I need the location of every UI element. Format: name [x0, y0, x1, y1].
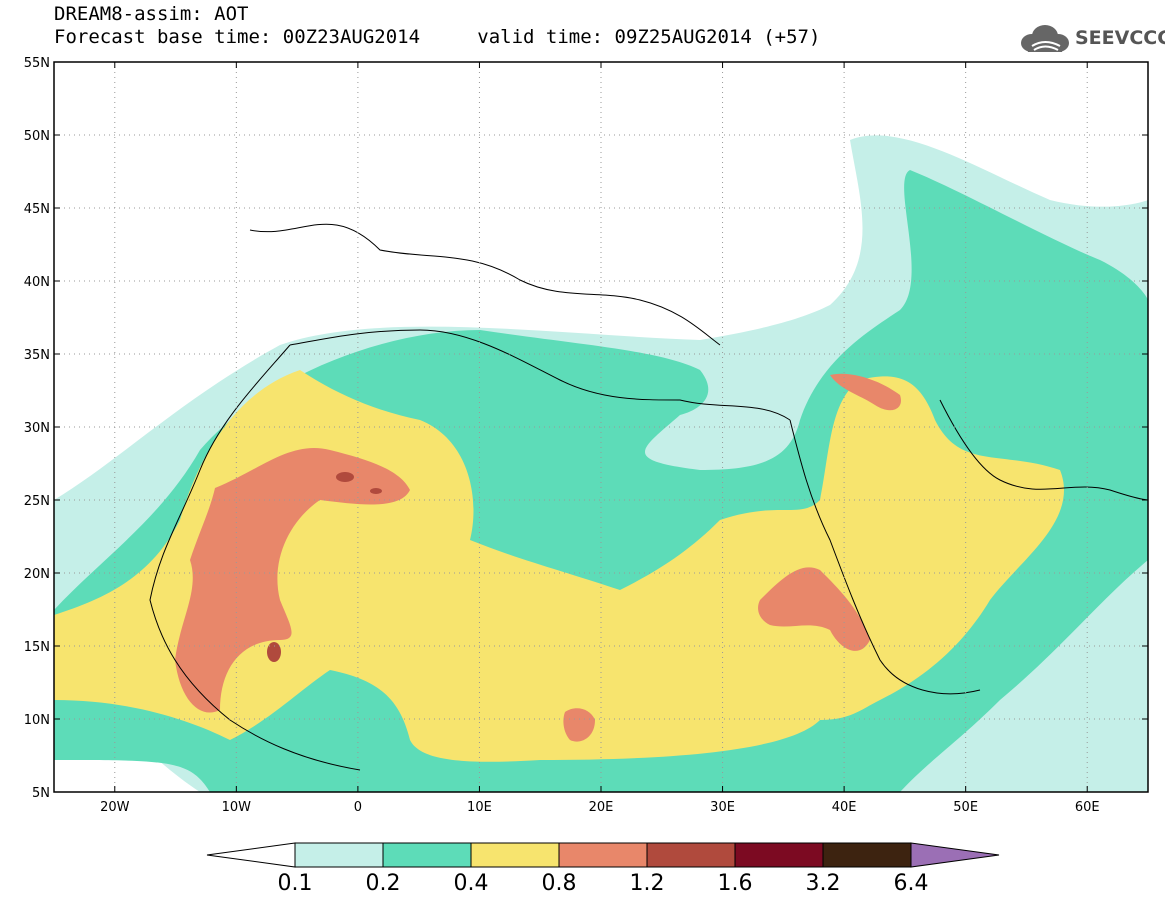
aot-contour-1.2-a — [336, 472, 354, 482]
y-tick-label: 55N — [24, 56, 50, 71]
y-tick-label: 30N — [24, 421, 50, 436]
axis-layer: 20W 10W 0 10E 20E 30E 40E 50E 60E 5N 10N 15N 20N 25N 3… — [24, 56, 1148, 815]
map-title: DREAM8-assim: AOT — [54, 3, 249, 25]
colorbar-over-triangle — [910, 842, 1000, 868]
colorbar-swatch — [470, 842, 560, 868]
aot-contour-0.8-west — [175, 448, 410, 713]
y-tick-label: 35N — [24, 348, 50, 363]
cloud-icon — [1021, 25, 1069, 52]
aot-contour-0.8-sudan — [758, 567, 870, 651]
y-tick-label: 15N — [24, 640, 50, 655]
aot-contour-1.2-b — [267, 642, 281, 662]
colorbar-level-label: 6.4 — [894, 871, 929, 896]
y-tick-label: 40N — [24, 275, 50, 290]
x-tick-label: 40E — [832, 800, 857, 815]
x-tick-label: 20W — [100, 800, 130, 815]
colorbar-level-label: 0.8 — [542, 871, 577, 896]
grid-layer — [54, 62, 1148, 792]
time-info-line: Forecast base time: 00Z23AUG2014 valid t… — [54, 26, 820, 48]
x-tick-label: 10E — [467, 800, 492, 815]
x-tick-label: 10W — [222, 800, 252, 815]
aot-contour-0.8-chad — [563, 708, 595, 742]
aot-contour-1.2-c — [370, 488, 382, 494]
x-tick-label: 60E — [1075, 800, 1100, 815]
y-tick-label: 20N — [24, 567, 50, 582]
coastline-red-sea — [789, 419, 981, 695]
y-tick-label: 45N — [24, 202, 50, 217]
colorbar-under-triangle — [206, 842, 296, 868]
x-tick-label: 20E — [589, 800, 614, 815]
colorbar-level-label: 0.2 — [366, 871, 401, 896]
seevccc-logo — [1018, 22, 1158, 56]
colorbar-swatch — [382, 842, 472, 868]
colorbar-swatch — [822, 842, 912, 868]
x-tick-label: 0 — [354, 800, 362, 815]
y-tick-label: 50N — [24, 129, 50, 144]
colorbar-level-label: 0.1 — [278, 871, 313, 896]
y-tick-label: 5N — [32, 786, 50, 801]
colorbar-swatch — [294, 842, 384, 868]
y-tick-label: 25N — [24, 494, 50, 509]
coastline-arabia-gulf — [939, 399, 1148, 501]
colorbar-swatch — [558, 842, 648, 868]
x-tick-label: 50E — [953, 800, 978, 815]
base-time-text: Forecast base time: 00Z23AUG2014 — [54, 26, 421, 48]
x-tick-label: 30E — [710, 800, 735, 815]
colorbar-swatch — [646, 842, 736, 868]
coastline-west-africa — [149, 344, 361, 771]
colorbar-level-label: 3.2 — [806, 871, 841, 896]
valid-time-text: valid time: 09Z25AUG2014 (+57) — [477, 26, 821, 48]
colorbar: 0.1 0.2 0.4 0.8 1.2 1.6 3.2 6.4 — [206, 842, 1000, 896]
logo-text: SEEVCCC — [1075, 27, 1165, 49]
colorbar-swatch — [734, 842, 824, 868]
coastline-mediterranean — [249, 223, 791, 421]
aot-contour-0.8-arabia — [830, 373, 901, 411]
y-tick-label: 10N — [24, 713, 50, 728]
colorbar-level-label: 1.2 — [630, 871, 665, 896]
colorbar-level-label: 1.6 — [718, 871, 753, 896]
colorbar-level-label: 0.4 — [454, 871, 489, 896]
